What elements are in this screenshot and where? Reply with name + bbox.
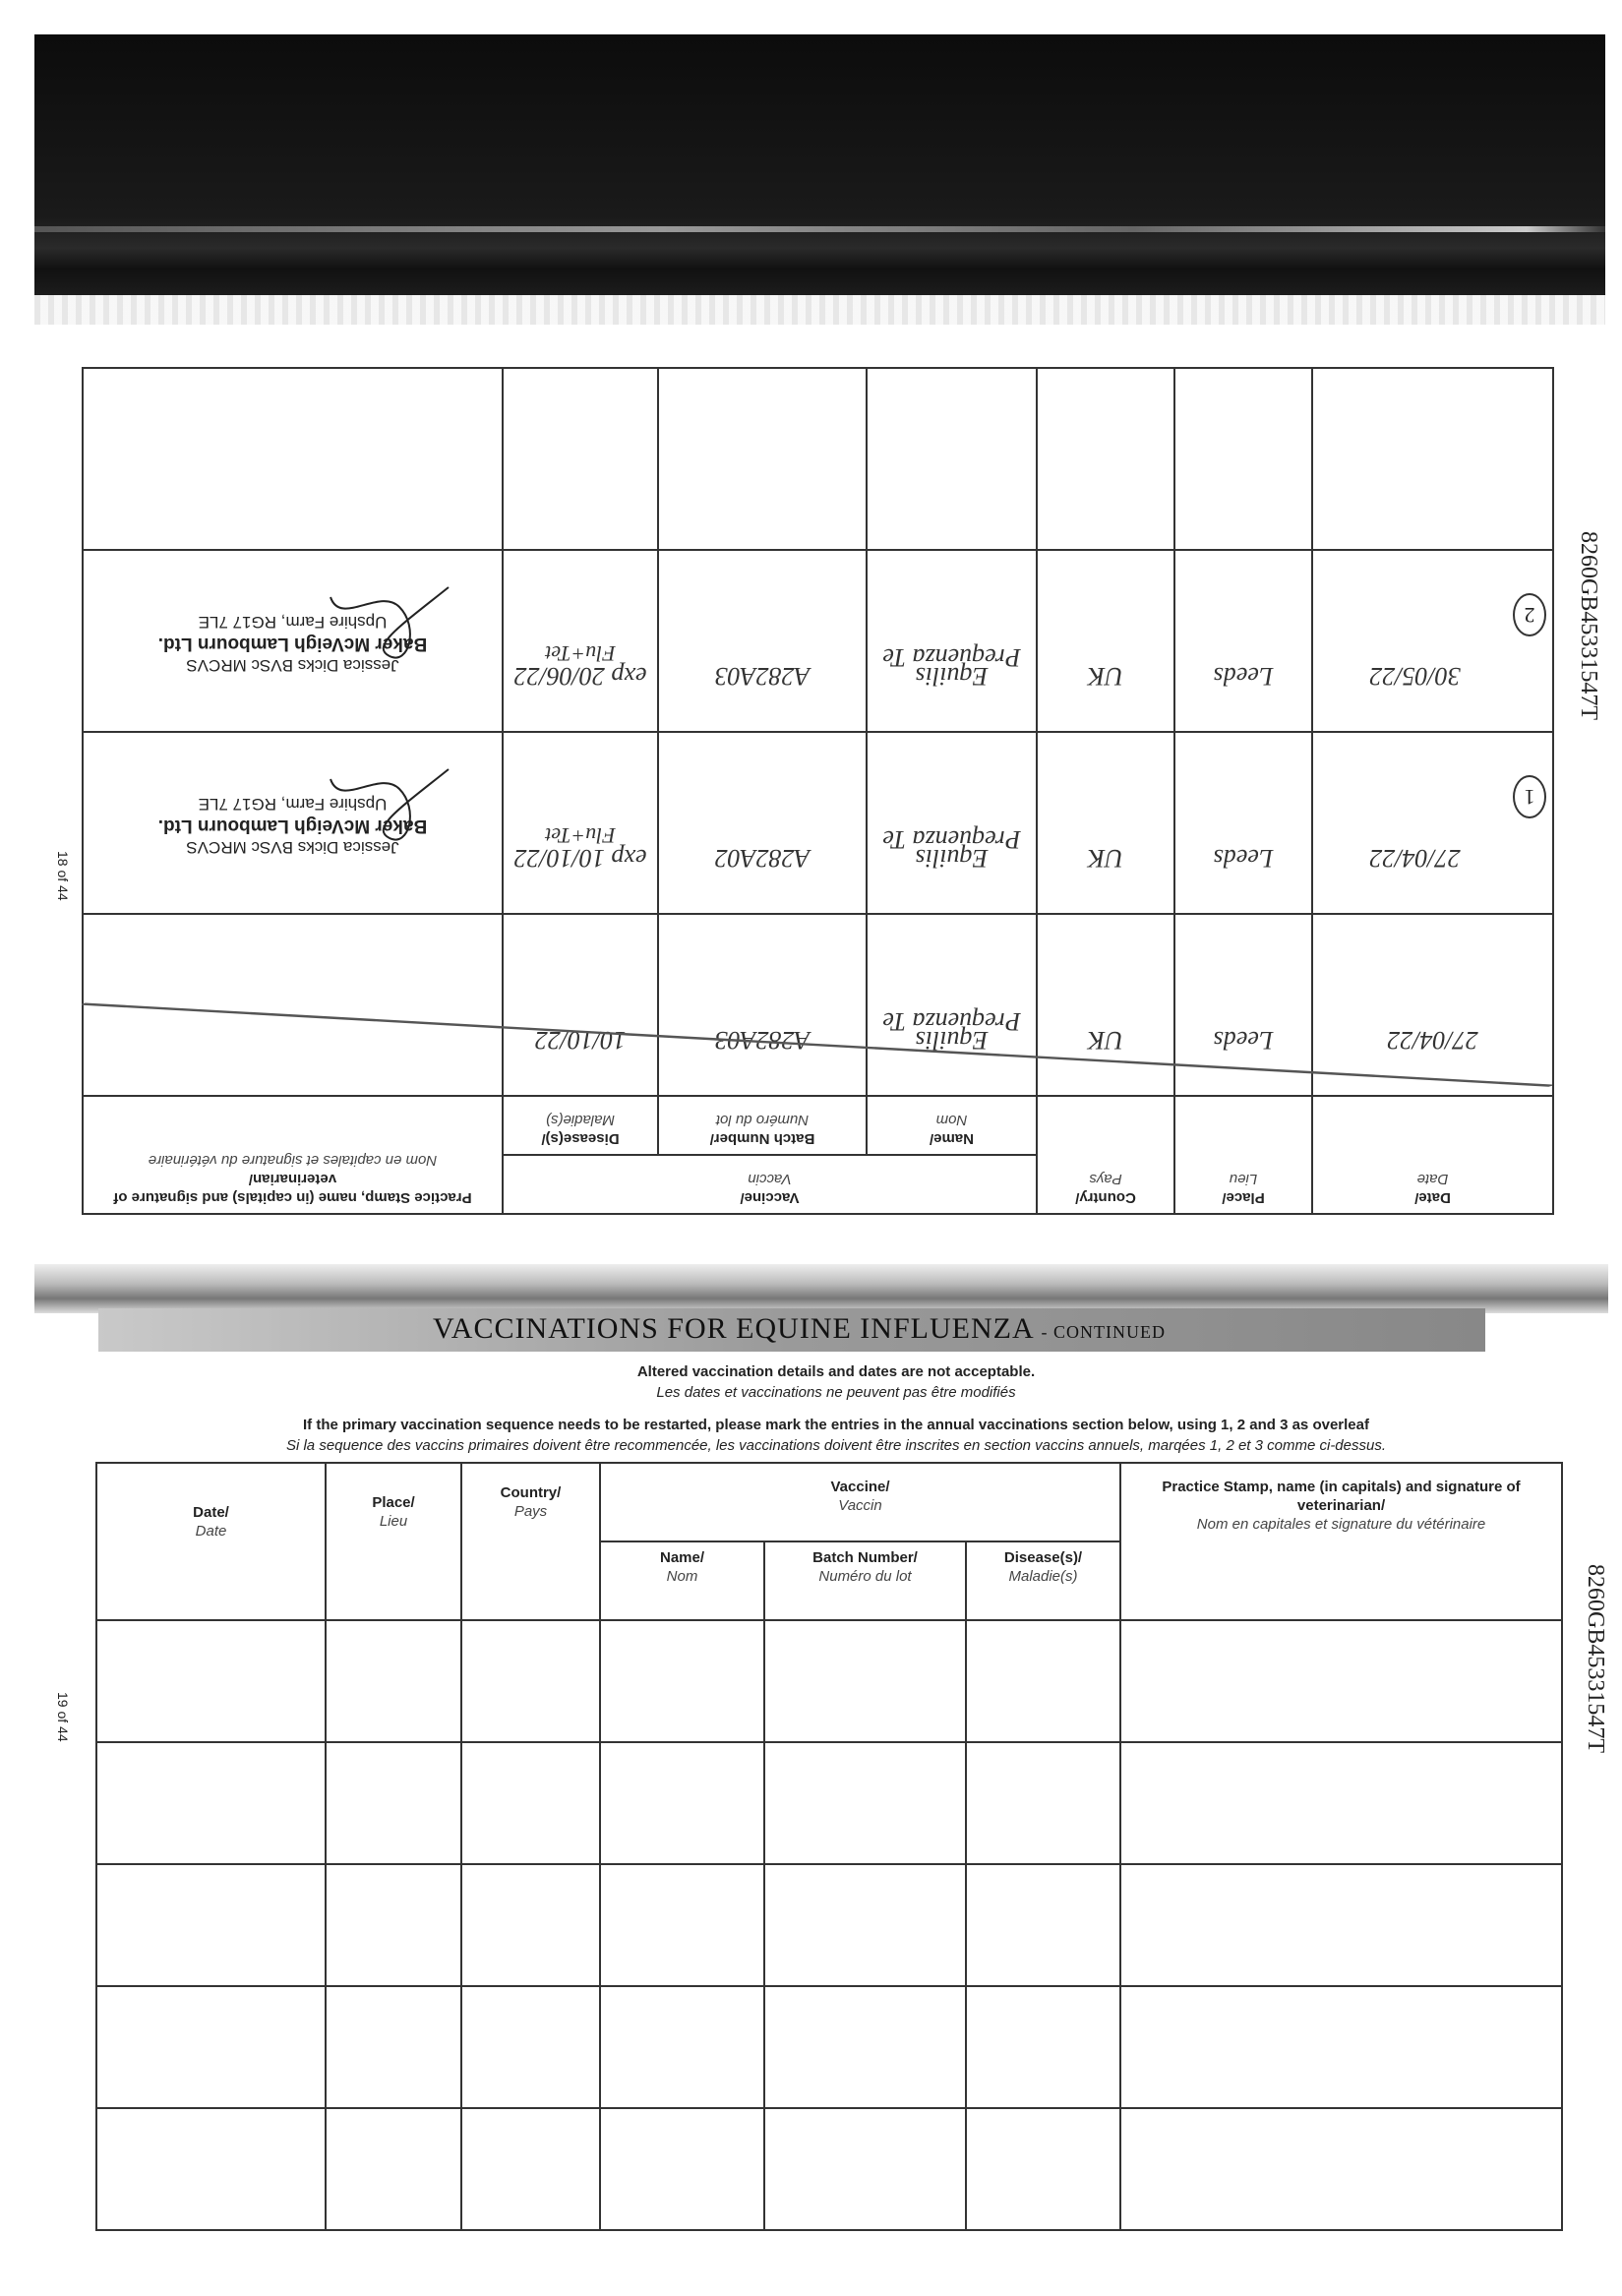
section-suffix: - CONTINUED xyxy=(1041,1322,1166,1342)
scanner-dark-band xyxy=(34,34,1605,295)
date-cell: 2 30/05/22 xyxy=(1312,550,1553,732)
header-batch: Batch Number/Numéro du lot xyxy=(658,1096,867,1155)
table-row-empty xyxy=(95,1863,1564,1987)
section-title: VACCINATIONS FOR EQUINE INFLUENZA xyxy=(433,1312,1033,1345)
sequence-marker: 1 xyxy=(1513,775,1546,818)
stamp-cell xyxy=(82,914,503,1096)
table-row: 2 30/05/22 Leeds UK Equilis Prequenza Te … xyxy=(82,550,1553,732)
batch-cell: A282A03 xyxy=(658,550,867,732)
note-restart-fr: Si la sequence des vaccins primaires doi… xyxy=(285,1437,1387,1454)
table-row-empty xyxy=(95,1985,1564,2109)
document-code-page19: 8260GB45331547T xyxy=(1583,1564,1608,1753)
header-country: Country/Pays xyxy=(1037,1096,1174,1214)
page-edge-pattern xyxy=(34,295,1605,325)
header-stamp: Practice Stamp, name (in capitals) and s… xyxy=(1119,1462,1564,1621)
batch-cell: A282A02 xyxy=(658,732,867,914)
country-cell: UK xyxy=(1037,914,1174,1096)
note-altered-en: Altered vaccination details and dates ar… xyxy=(636,1363,1036,1380)
document-code-page18: 8260GB45331547T xyxy=(1576,531,1601,720)
stamp-cell: Jessica Dicks BVSc MRCVS Baker McVeigh La… xyxy=(82,550,503,732)
stamp-cell: Jessica Dicks BVSc MRCVS Baker McVeigh La… xyxy=(82,732,503,914)
header-date: Date/Date xyxy=(1312,1096,1553,1214)
date-cell: 27/04/22 xyxy=(82,914,1553,1096)
place-cell: Leeds xyxy=(1174,550,1312,732)
header-name: Name/Nom xyxy=(599,1541,765,1621)
table-row-empty xyxy=(95,2107,1564,2231)
table-row: 1 27/04/22 Leeds UK Equilis Prequenza Te … xyxy=(82,732,1553,914)
page-fold xyxy=(34,1264,1608,1313)
name-cell: Equilis Prequenza Te xyxy=(867,732,1037,914)
header-country: Country/Pays xyxy=(460,1462,601,1621)
header-batch: Batch Number/Numéro du lot xyxy=(763,1541,967,1621)
signature xyxy=(330,768,450,841)
practice-stamp: Jessica Dicks BVSc MRCVS Baker McVeigh La… xyxy=(88,768,498,858)
disease-cell: 10/10/22 xyxy=(502,914,658,1096)
date-cell: 1 27/04/22 xyxy=(1312,732,1553,914)
place-cell: Leeds xyxy=(1174,914,1312,1096)
header-disease: Disease(s)/Maladie(s) xyxy=(502,1096,658,1155)
header-place: Place/Lieu xyxy=(1174,1096,1312,1214)
page-number-19: 19 of 44 xyxy=(55,1692,71,1742)
table-row-struck: 27/04/22 Leeds UK Equilis Prequenza Te A… xyxy=(82,914,1553,1096)
header-vaccine: Vaccine/Vaccin xyxy=(598,1462,1122,1542)
name-cell: Equilis Prequenza Te xyxy=(867,550,1037,732)
country-cell: UK xyxy=(1037,732,1174,914)
table-row-empty xyxy=(82,368,1553,550)
practice-stamp: Jessica Dicks BVSc MRCVS Baker McVeigh La… xyxy=(88,586,498,676)
section-banner: VACCINATIONS FOR EQUINE INFLUENZA - CONT… xyxy=(98,1308,1485,1352)
header-disease: Disease(s)/Maladie(s) xyxy=(964,1541,1122,1621)
table-row-empty xyxy=(95,1741,1564,1865)
instructions: Altered vaccination details and dates ar… xyxy=(197,1361,1475,1456)
disease-cell: exp 20/06/22 Flu+Tet xyxy=(502,550,658,732)
header-stamp: Practice Stamp, name (in capitals) and s… xyxy=(82,1096,503,1214)
page-number-18: 18 of 44 xyxy=(55,851,71,901)
sequence-marker: 2 xyxy=(1513,593,1546,636)
note-altered-fr: Les dates et vaccinations ne peuvent pas… xyxy=(656,1384,1016,1401)
page19-vaccination-table: Date/Date Place/Lieu Country/Pays Vaccin… xyxy=(95,1462,1564,2231)
batch-cell: A282A03 xyxy=(658,914,867,1096)
header-place: Place/Lieu xyxy=(325,1462,462,1621)
place-cell: Leeds xyxy=(1174,732,1312,914)
scanner-streak xyxy=(34,226,1605,232)
table-row-empty xyxy=(95,1619,1564,1743)
header-name: Name/Nom xyxy=(867,1096,1037,1155)
header-vaccine: Vaccine/Vaccin xyxy=(502,1155,1037,1214)
note-restart-en: If the primary vaccination sequence need… xyxy=(303,1417,1369,1433)
name-cell: Equilis Prequenza Te xyxy=(867,914,1037,1096)
signature xyxy=(330,586,450,659)
header-date: Date/Date xyxy=(95,1462,327,1621)
page18-vaccination-table: Date/Date Place/Lieu Country/Pays Vaccin… xyxy=(82,368,1554,1215)
disease-cell: exp 10/10/22 Flu+Tet xyxy=(502,732,658,914)
country-cell: UK xyxy=(1037,550,1174,732)
